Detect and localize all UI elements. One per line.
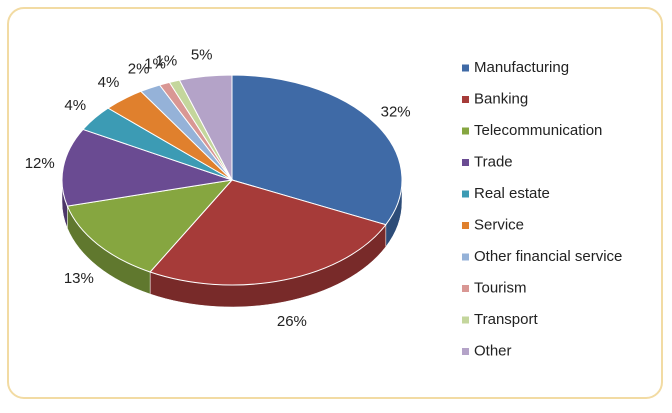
legend-label: Transport (474, 311, 538, 328)
data-label: 12% (25, 155, 55, 172)
slice (61, 128, 233, 207)
legend-label: Other (474, 342, 512, 359)
slice (66, 179, 234, 273)
legend-label: Telecommunication (474, 122, 602, 139)
legend-swatch (462, 64, 469, 72)
legend-swatch (462, 96, 469, 103)
data-label: 4% (98, 74, 120, 91)
legend-label: Real estate (474, 185, 550, 202)
legend-label: Trade (474, 153, 513, 170)
data-label: 2% (128, 61, 150, 78)
legend-label: Tourism (474, 279, 527, 296)
legend-swatch (462, 348, 469, 355)
legend-label: Service (474, 216, 524, 233)
slice (178, 74, 233, 181)
legend-label: Other financial service (474, 248, 622, 265)
legend-swatch (462, 159, 469, 166)
data-label: 32% (381, 103, 411, 120)
legend-swatch (462, 285, 469, 292)
data-label: 4% (64, 97, 86, 114)
legend-swatch (462, 127, 469, 135)
legend-swatch (462, 222, 469, 229)
data-label: 26% (277, 313, 307, 330)
legend-swatch (462, 190, 469, 198)
slice (231, 74, 403, 226)
legend-label: Manufacturing (474, 59, 569, 76)
legend-swatch (462, 253, 469, 261)
legend-swatch (462, 316, 469, 324)
data-label: 1% (156, 52, 178, 69)
data-label: 5% (191, 47, 213, 64)
legend-label: Banking (474, 90, 528, 107)
data-label: 1% (144, 55, 166, 72)
data-label: 13% (64, 270, 94, 287)
